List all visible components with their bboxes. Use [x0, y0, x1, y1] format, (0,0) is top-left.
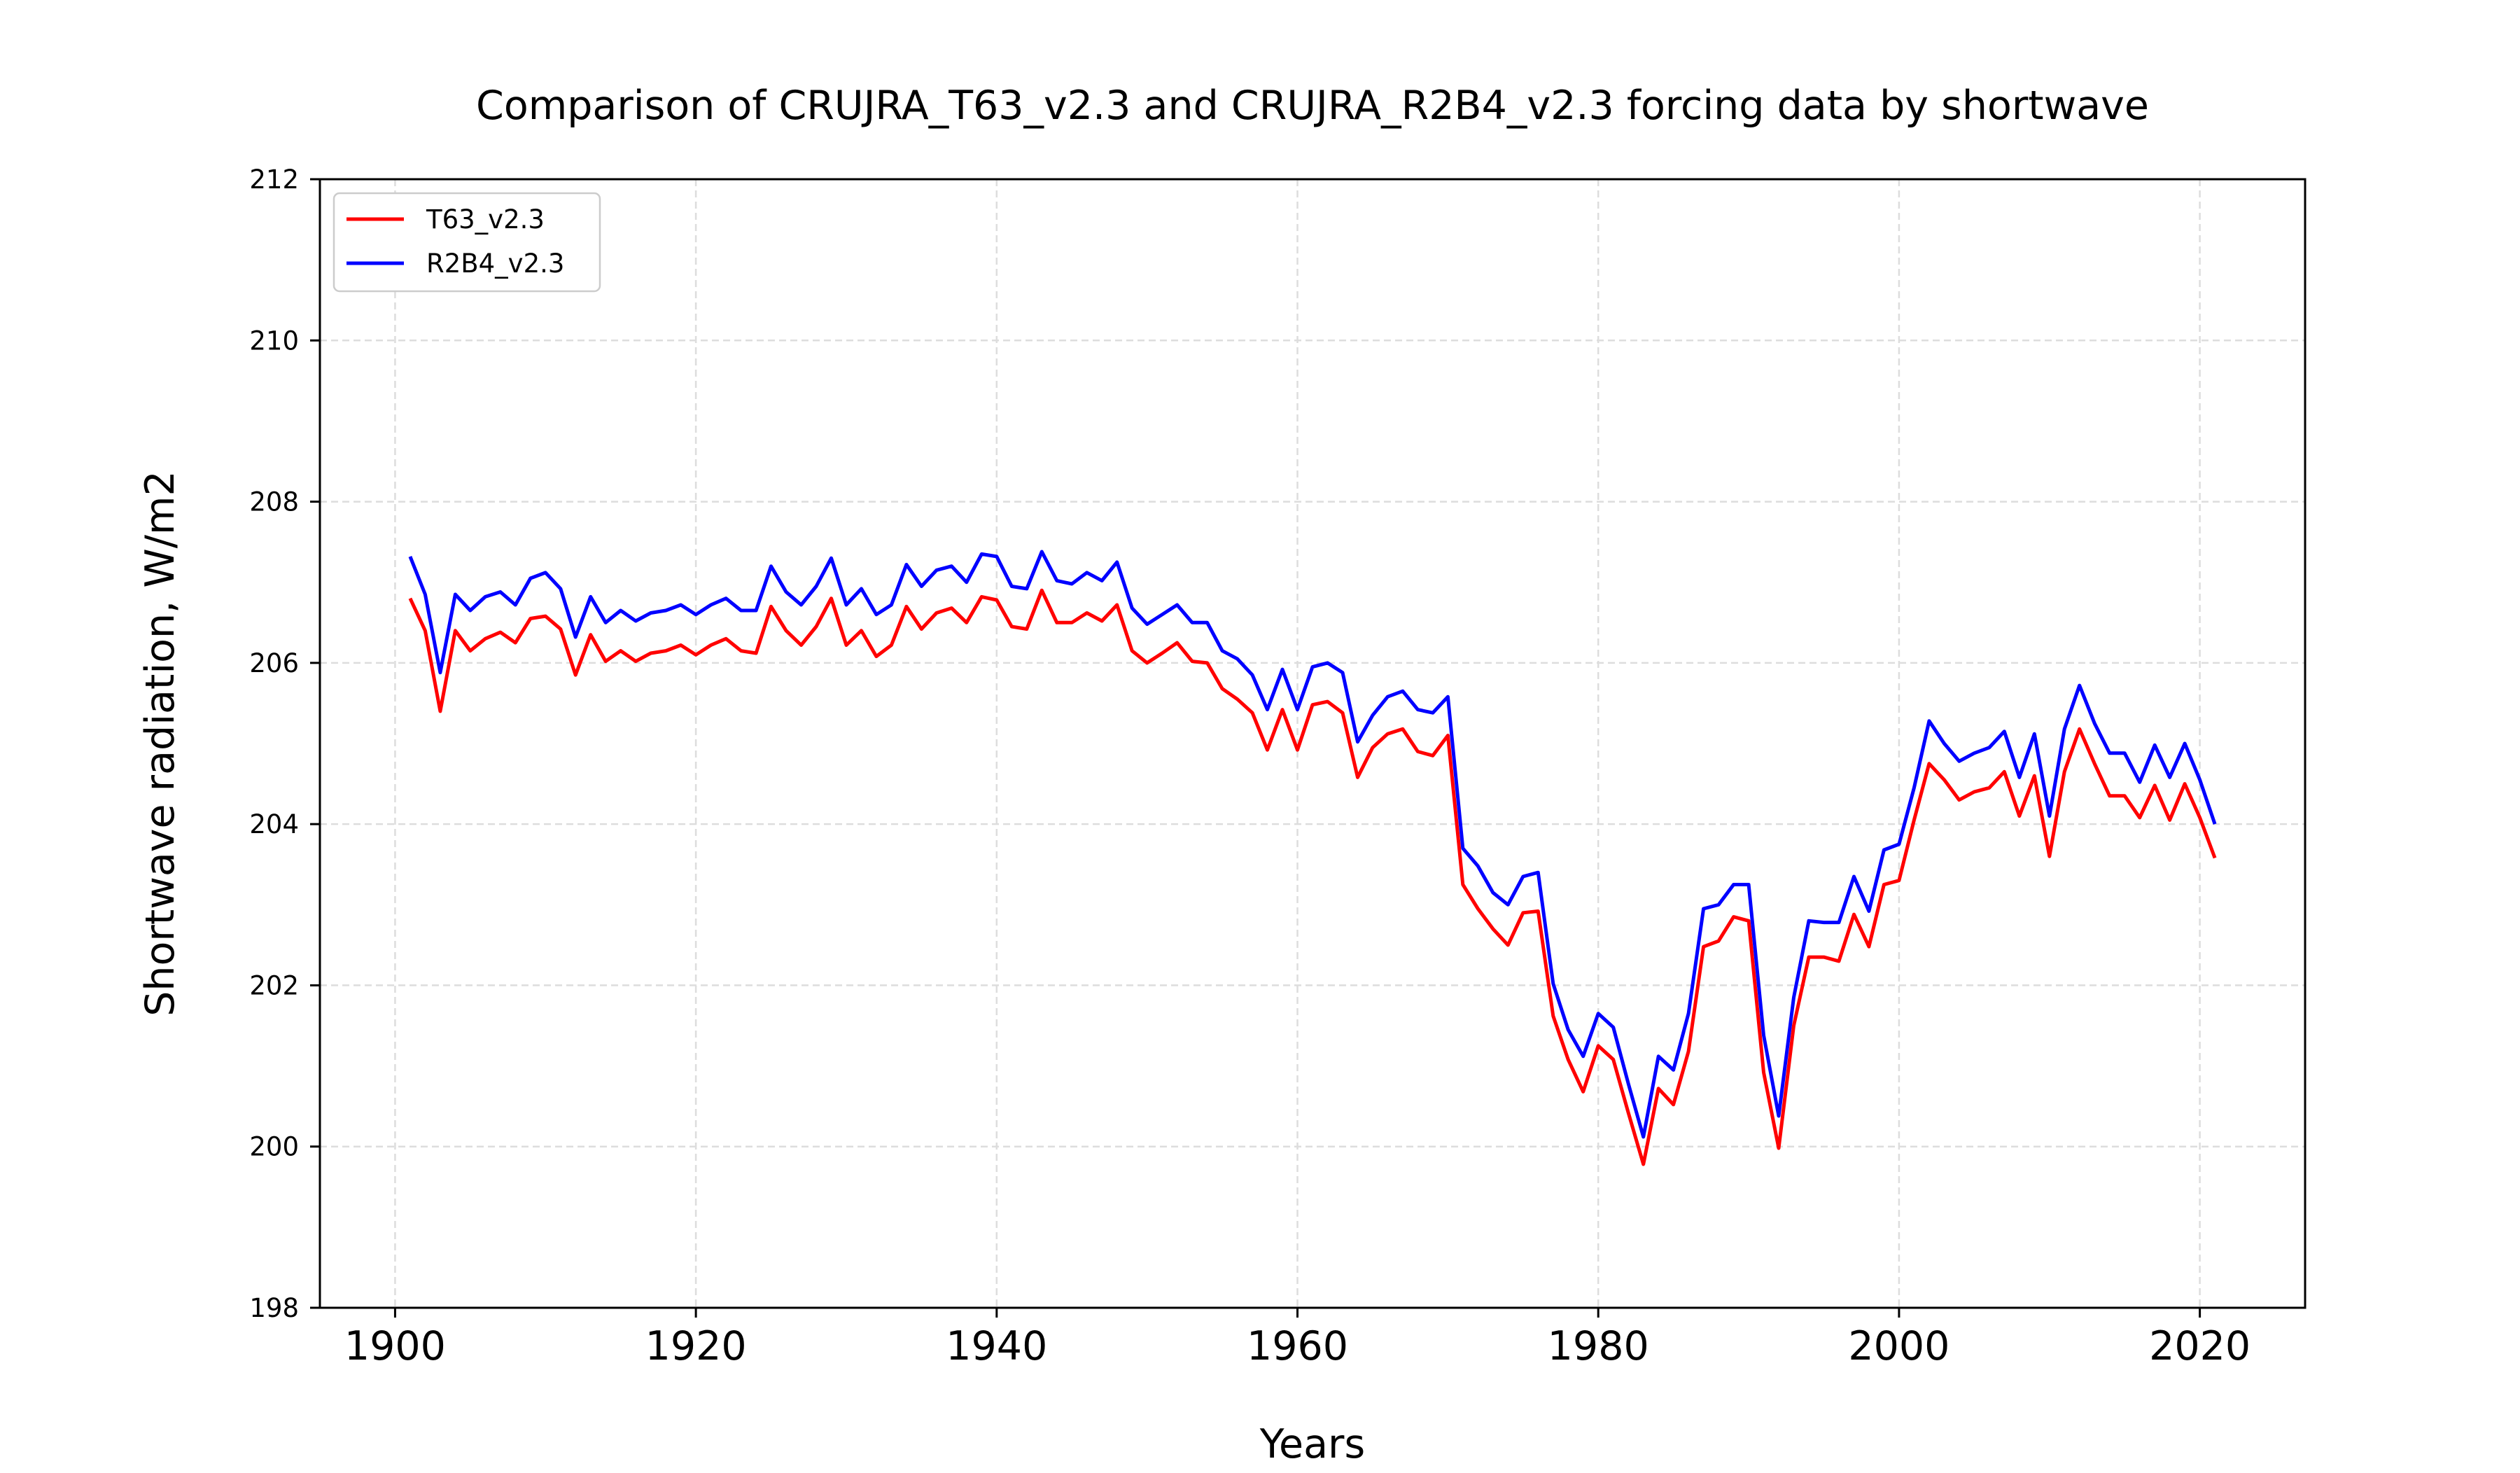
y-tick-label: 208 — [249, 487, 299, 517]
x-axis-label: Years — [1259, 1421, 1365, 1467]
series-lines — [408, 550, 2217, 1166]
chart-title: Comparison of CRUJRA_T63_v2.3 and CRUJRA… — [476, 83, 2149, 129]
y-tick-label: 210 — [249, 326, 299, 356]
axis-ticks: 1900 1920 1940 1960 1980 2000 2020 198 200 202 204… — [249, 165, 2250, 1369]
x-tick-label: 1960 — [1247, 1323, 1348, 1369]
x-tick-label: 1920 — [645, 1323, 747, 1369]
y-tick-label: 202 — [249, 970, 299, 1000]
x-tick-label: 1900 — [344, 1323, 446, 1369]
x-tick-label: 2000 — [1848, 1323, 1949, 1369]
series-line-T63_v2.3 — [408, 588, 2217, 1166]
plot-frame — [318, 178, 2306, 1309]
y-tick-label: 198 — [249, 1293, 299, 1323]
x-tick-label: 1980 — [1548, 1323, 1649, 1369]
y-tick-label: 206 — [249, 648, 299, 678]
y-axis-label: Shortwave radiation, W/m2 — [137, 470, 183, 1017]
x-tick-label: 2020 — [2149, 1323, 2250, 1369]
legend-label-T63_v2.3: T63_v2.3 — [426, 204, 545, 235]
series-line-R2B4_v2.3 — [408, 550, 2217, 1139]
x-tick-label: 1940 — [946, 1323, 1047, 1369]
y-tick-label: 204 — [249, 809, 299, 839]
y-tick-label: 200 — [249, 1132, 299, 1162]
legend: T63_v2.3 R2B4_v2.3 — [332, 192, 601, 293]
legend-label-R2B4_v2.3: R2B4_v2.3 — [426, 249, 564, 279]
y-tick-label: 212 — [249, 165, 299, 195]
